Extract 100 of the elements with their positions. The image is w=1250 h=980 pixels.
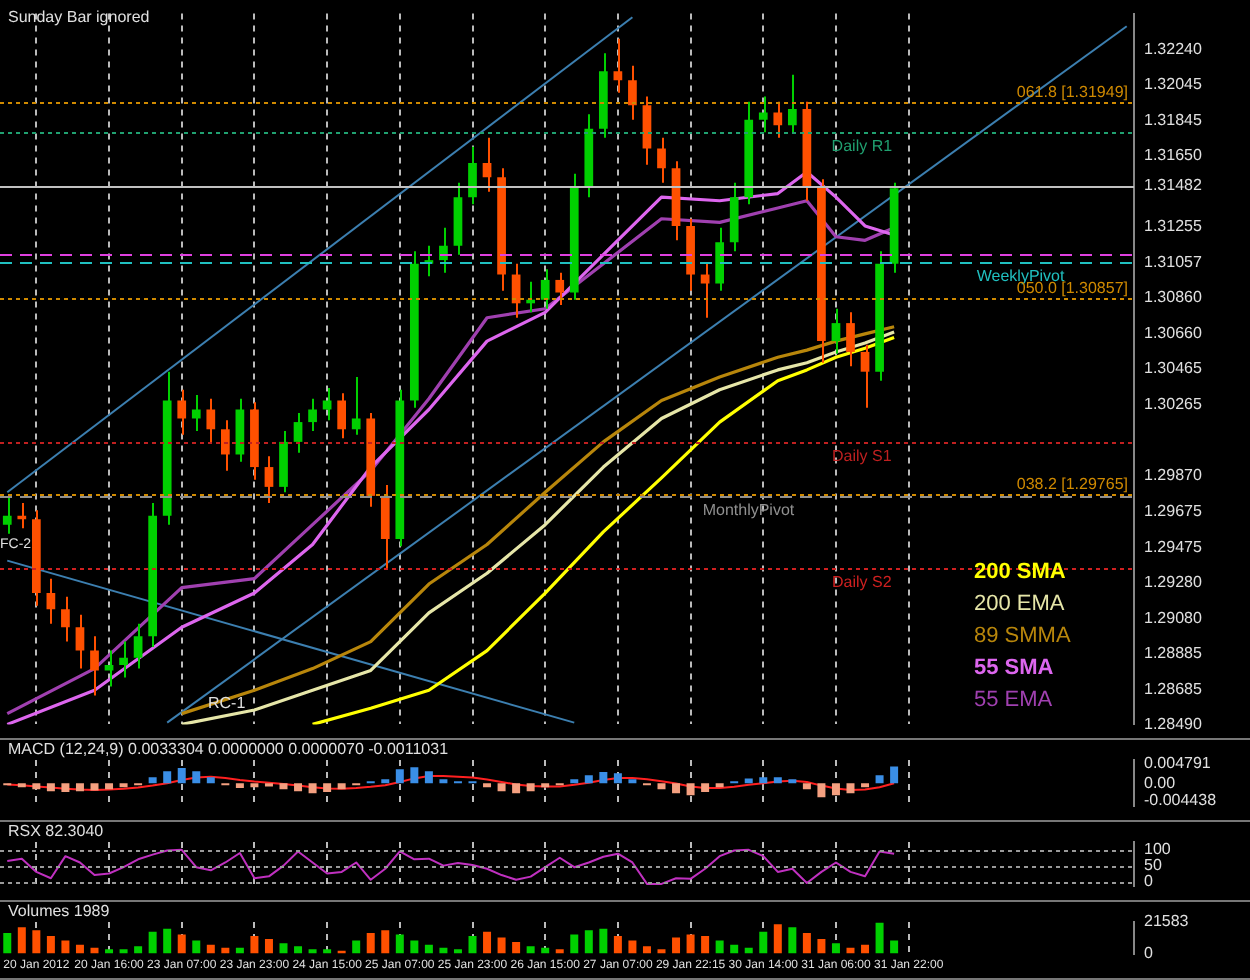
y-tick-label: 0 — [1144, 871, 1154, 890]
y-tick-label: 1.31845 — [1144, 111, 1203, 130]
bar — [890, 940, 899, 954]
candlestick — [279, 430, 288, 494]
candlestick — [191, 394, 201, 433]
bar — [788, 927, 797, 954]
candlestick — [206, 397, 216, 445]
bar — [759, 777, 768, 784]
bar — [817, 783, 826, 798]
bar — [32, 783, 41, 790]
bar — [148, 931, 157, 954]
candlestick — [177, 388, 187, 436]
y-tick-label: 1.29675 — [1144, 501, 1203, 520]
bar — [701, 783, 710, 792]
candlestick — [700, 262, 710, 319]
y-tick-label: 1.29280 — [1144, 572, 1203, 591]
bar — [831, 943, 840, 954]
candlestick — [46, 577, 56, 625]
candlestick — [831, 307, 841, 355]
y-tick-label: 1.30465 — [1144, 359, 1203, 378]
chart-title: Volumes 1989 — [8, 902, 111, 921]
bar — [75, 783, 84, 792]
annotation: RC-1 — [208, 694, 247, 713]
bar — [497, 937, 506, 954]
bar — [177, 768, 186, 784]
bar — [497, 783, 506, 792]
y-tick-label: 1.31650 — [1144, 146, 1203, 165]
bar — [861, 944, 870, 954]
bar — [3, 933, 12, 954]
bar — [308, 783, 317, 794]
bar — [730, 944, 739, 954]
y-tick-label: 1.30860 — [1144, 288, 1203, 307]
bar — [715, 940, 724, 954]
bar — [17, 927, 26, 954]
bar — [512, 941, 521, 954]
y-tick-label: 1.31057 — [1144, 252, 1203, 271]
y-tick-label: 100 — [1144, 840, 1172, 859]
candlestick — [773, 100, 783, 139]
ref-line-label: Daily S2 — [832, 573, 893, 592]
bar — [773, 777, 782, 784]
candlestick — [337, 392, 347, 440]
bar — [148, 777, 157, 784]
bar — [802, 933, 811, 954]
y-tick-label: 1.31482 — [1144, 176, 1203, 195]
candlestick — [380, 484, 390, 571]
y-tick-label: 50 — [1144, 856, 1163, 875]
text: 200 EMA — [974, 592, 1066, 617]
bar — [61, 940, 70, 954]
candlestick — [119, 640, 128, 679]
bar — [134, 946, 143, 954]
text: 200 SMA — [974, 560, 1066, 585]
bar — [352, 940, 361, 954]
bar — [46, 783, 55, 792]
bar — [75, 944, 84, 954]
candlestick — [846, 311, 855, 368]
candlestick — [90, 635, 99, 697]
bar — [177, 934, 186, 954]
candlestick — [468, 145, 477, 206]
bar — [890, 766, 899, 784]
text: 89 SMMA — [974, 624, 1072, 649]
y-tick-label: 1.28885 — [1144, 643, 1203, 662]
candlestick — [293, 412, 303, 454]
candlestick — [642, 95, 652, 166]
candlestick — [715, 226, 725, 292]
bar — [46, 936, 55, 954]
bar — [875, 922, 884, 954]
bar — [599, 772, 608, 784]
candlestick — [351, 376, 361, 436]
candlestick — [613, 37, 623, 94]
ref-line-label: 038.2 [1.29765] — [1016, 475, 1128, 494]
bar — [323, 783, 332, 792]
chart-title: MACD (12,24,9) 0.0033304 0.0000000 0.0000070 -0.0011031 — [8, 740, 450, 759]
bar — [526, 946, 535, 954]
text: 55 SMA — [974, 656, 1054, 681]
bar — [599, 928, 608, 954]
bar — [250, 936, 259, 954]
bar — [483, 931, 492, 954]
bar — [701, 936, 710, 954]
bar — [672, 937, 681, 954]
y-tick-label: 1.30660 — [1144, 324, 1203, 343]
bar — [192, 771, 201, 784]
bar — [817, 938, 826, 954]
candlestick — [75, 613, 85, 670]
bar — [773, 924, 782, 954]
bar — [424, 944, 433, 954]
y-tick-label: 21583 — [1144, 912, 1190, 931]
bar — [294, 783, 303, 792]
bar — [424, 771, 433, 784]
y-tick-label: 0.00 — [1144, 773, 1177, 792]
bar — [395, 934, 404, 954]
bar — [512, 783, 521, 794]
bar — [613, 936, 622, 954]
bar — [686, 783, 695, 796]
bar — [526, 783, 535, 792]
y-tick-label: 0 — [1144, 944, 1154, 963]
y-tick-label: 1.28490 — [1144, 714, 1203, 733]
candlestick — [133, 622, 143, 670]
bar — [686, 934, 695, 954]
text: 55 EMA — [974, 688, 1054, 713]
y-tick-label: -0.004438 — [1144, 791, 1218, 810]
